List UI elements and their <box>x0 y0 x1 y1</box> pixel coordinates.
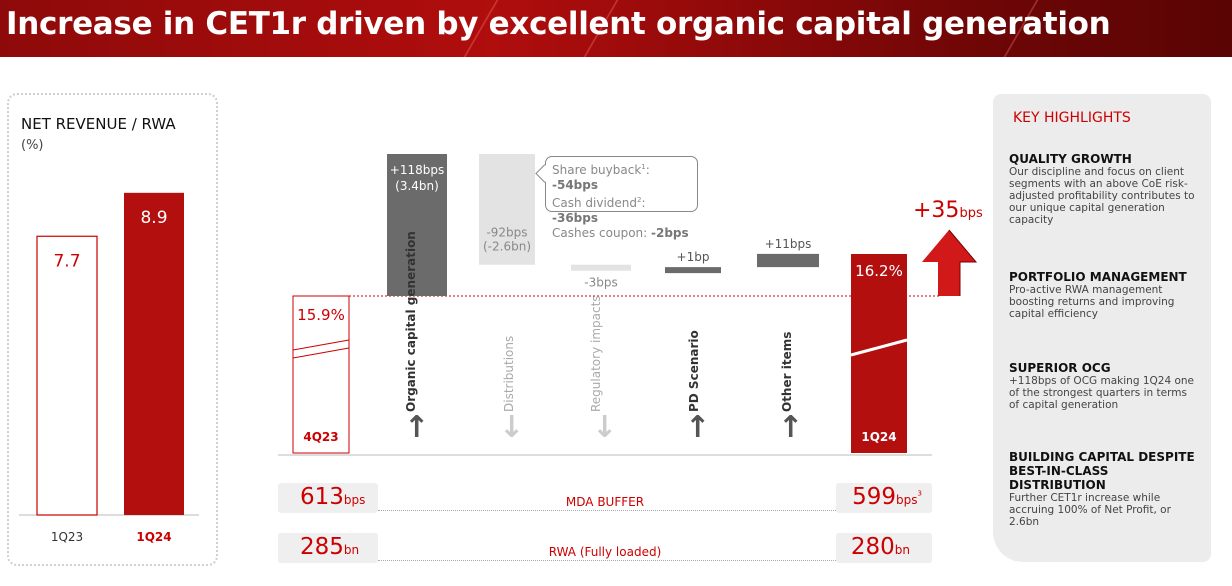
chart-title: NET REVENUE / RWA <box>21 115 176 133</box>
data-label: +118bps <box>390 163 444 177</box>
tick-label: 1Q23 <box>51 530 83 544</box>
axis-break <box>292 347 350 359</box>
dotted-line <box>378 560 836 561</box>
highlight-title: BUILDING CAPITAL DESPITE BEST-IN-CLASS D… <box>1009 450 1195 492</box>
data-label: -92bps <box>486 226 527 240</box>
highlight-title: PORTFOLIO MANAGEMENT <box>1009 270 1187 284</box>
tick-label: 1Q24 <box>861 430 896 444</box>
total-change-label: +35bps <box>913 198 983 223</box>
highlight-title: SUPERIOR OCG <box>1009 361 1111 375</box>
dotted-line <box>378 510 836 511</box>
up-arrow-icon: ↑ <box>404 410 430 445</box>
highlight-text: +118bps of OCG making 1Q24 one of the st… <box>1009 375 1195 411</box>
rwa-4q23-value: 285bn <box>300 534 360 560</box>
highlight-title: QUALITY GROWTH <box>1009 152 1132 166</box>
bar-start <box>292 295 350 454</box>
data-label: (3.4bn) <box>395 179 439 193</box>
data-label: 7.7 <box>53 251 80 271</box>
category-label-organic-capital-generation: Organic capital generation <box>404 231 418 412</box>
highlight-text: Pro-active RWA management boosting retur… <box>1009 284 1175 320</box>
big-up-arrow-icon <box>922 229 978 296</box>
mda-buffer-left-box <box>278 483 378 513</box>
rwa-right-box <box>836 533 932 563</box>
highlight-item: BUILDING CAPITAL DESPITE BEST-IN-CLASS D… <box>1009 450 1199 528</box>
key-highlights-panel: KEY HIGHLIGHTS QUALITY GROWTH Our discip… <box>993 94 1211 562</box>
net-revenue-rwa-panel: NET REVENUE / RWA (%) 7.7 1Q23 8.9 1Q24 <box>7 93 218 566</box>
net-revenue-rwa-chart: 7.7 1Q23 8.9 1Q24 <box>19 192 199 544</box>
chart-unit: (%) <box>21 138 44 153</box>
breakdown-item: Cash dividend2: -36bps <box>552 196 646 225</box>
bar-step <box>571 264 631 271</box>
data-label: -3bps <box>584 276 617 290</box>
distribution-breakdown-callout: Share buyback1: -54bps Cash dividend2: -… <box>545 156 698 240</box>
bar-step <box>479 154 535 265</box>
cet1-waterfall-chart: 15.9% 4Q23 +118bps (3.4bn) -92bps(-2.6bn) -3b… <box>278 154 940 456</box>
highlight-item: QUALITY GROWTH Our discipline and focus … <box>1009 152 1199 226</box>
highlight-text: Further CET1r increase while accruing 10… <box>1009 492 1171 528</box>
data-label: +1bp <box>677 250 710 264</box>
data-label: (-2.6bn) <box>483 240 531 254</box>
highlight-item: PORTFOLIO MANAGEMENT Pro-active RWA mana… <box>1009 270 1199 320</box>
axis-break <box>850 338 908 357</box>
highlight-item: SUPERIOR OCG +118bps of OCG making 1Q24 … <box>1009 361 1199 411</box>
bar <box>36 235 98 516</box>
bar-step <box>387 154 447 296</box>
highlight-text: Our discipline and focus on client segme… <box>1009 166 1195 226</box>
down-arrow-icon: ↓ <box>499 410 525 445</box>
mda-buffer-right-box <box>836 483 932 513</box>
data-label: 15.9% <box>297 306 345 324</box>
axis-break <box>292 339 350 351</box>
page-title: Increase in CET1r driven by excellent or… <box>6 6 1111 42</box>
down-arrow-icon: ↓ <box>592 410 618 445</box>
data-label: 8.9 <box>140 208 167 228</box>
rwa-left-box <box>278 533 378 563</box>
breakdown-item: Cashes coupon: -2bps <box>552 226 689 240</box>
mda-buffer-row: MDA BUFFER 613bps 599bps3 <box>278 483 932 513</box>
category-label-regulatory-impacts: Regulatory impacts <box>589 295 603 412</box>
breakdown-item: Share buyback1: -54bps <box>552 163 650 192</box>
up-arrow-icon: ↑ <box>778 410 804 445</box>
category-label-other-items: Other items <box>780 331 794 412</box>
data-label: +11bps <box>765 237 812 251</box>
bar-step <box>757 253 819 268</box>
title-bar: Increase in CET1r driven by excellent or… <box>0 0 1232 57</box>
category-label-pd-scenario: PD Scenario <box>687 330 701 412</box>
tick-label: 1Q24 <box>136 530 171 544</box>
up-arrow-icon: ↑ <box>685 410 711 445</box>
mda-buffer-4q23-value: 613bps <box>300 484 366 510</box>
data-label: 16.2% <box>855 262 903 280</box>
key-highlights-heading: KEY HIGHLIGHTS <box>1013 110 1131 126</box>
tick-label: 4Q23 <box>303 430 338 444</box>
mda-buffer-label: MDA BUFFER <box>565 495 645 509</box>
bar <box>124 192 184 515</box>
rwa-row: RWA (Fully loaded) 285bn 280bn <box>278 533 932 563</box>
category-label-distributions: Distributions <box>502 335 516 412</box>
rwa-1q24-value: 280bn <box>850 534 910 560</box>
mda-buffer-1q24-value: 599bps3 <box>852 484 922 510</box>
rwa-label: RWA (Fully loaded) <box>548 545 662 559</box>
bar-step <box>665 267 721 274</box>
